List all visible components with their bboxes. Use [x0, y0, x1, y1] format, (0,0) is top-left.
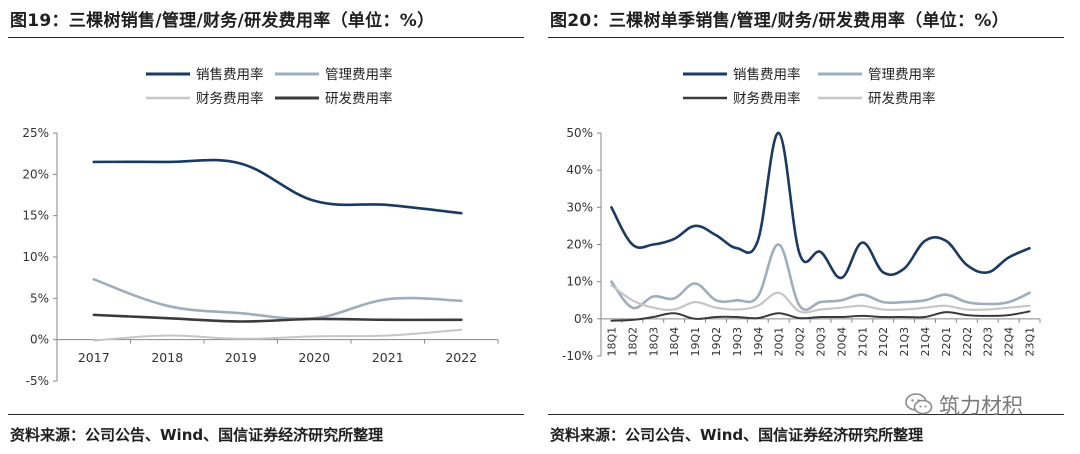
figure-title: 图20：三棵树单季销售/管理/财务/研发费用率（单位：%） — [550, 11, 1010, 31]
x-tick-label: 18Q2 — [626, 327, 639, 357]
x-tick-label: 22Q4 — [1003, 327, 1016, 357]
series-line — [610, 284, 1031, 314]
y-tick-label: 10% — [22, 250, 49, 264]
watermark: 筑力材积 — [905, 388, 1055, 422]
left-figure-panel: 图19：三棵树销售/管理/财务/研发费用率（单位：%） -5% 0% 5% 10% 15… — [8, 11, 524, 444]
watermark-text: 筑力材积 — [939, 394, 1023, 418]
x-tick-label: 18Q3 — [647, 327, 660, 357]
y-tick-label: 20% — [22, 167, 49, 181]
x-tick-label: 18Q4 — [668, 327, 681, 357]
x-tick-label: 19Q4 — [752, 327, 765, 357]
legend-label: 管理费用率 — [325, 66, 393, 83]
x-tick-label: 20Q2 — [794, 327, 807, 357]
series-line — [92, 278, 463, 321]
annual-expense-ratio-chart: -5% 0% 5% 10% 15% 20% 25% 2017 2018 2019 2020 2021 2… — [22, 66, 499, 388]
y-tick-label: 50% — [566, 126, 593, 140]
y-tick-label: 0% — [30, 333, 49, 347]
x-tick-label: 20Q4 — [835, 327, 848, 357]
bottom-rule — [548, 414, 1064, 415]
x-tick-label: 18Q1 — [605, 327, 618, 357]
x-tick-label: 22Q2 — [961, 327, 974, 357]
series-line — [610, 131, 1031, 280]
y-tick-label: 20% — [566, 238, 593, 252]
y-tick-label: 30% — [566, 200, 593, 214]
y-tick-label: 0% — [574, 312, 593, 326]
y-tick-label: -10% — [562, 349, 593, 363]
x-tick-label: 19Q3 — [731, 327, 744, 357]
bottom-rule — [8, 414, 524, 415]
x-tick-label: 22Q3 — [982, 327, 995, 357]
x-tick-label: 21Q4 — [919, 327, 932, 357]
top-rule — [548, 37, 1064, 38]
series-line — [610, 310, 1031, 322]
legend-label: 销售费用率 — [196, 66, 264, 83]
x-tick-label: 2017 — [78, 350, 110, 365]
top-rule — [8, 37, 524, 38]
legend-label: 销售费用率 — [733, 66, 801, 83]
x-tick-label: 22Q1 — [940, 327, 953, 357]
quarterly-expense-ratio-chart: -10% 0% 10% 20% 30% 40% 50% 18Q1 18Q2 18Q3 18Q4 19Q… — [562, 66, 1041, 363]
wechat-icon — [905, 393, 933, 415]
figure-title: 图19：三棵树销售/管理/财务/研发费用率（单位：%） — [10, 11, 435, 31]
legend-label: 研发费用率 — [325, 90, 393, 107]
source-note: 资料来源：公司公告、Wind、国信证券经济研究所整理 — [10, 426, 384, 444]
y-tick-label: 40% — [566, 163, 593, 177]
y-tick-label: -5% — [26, 374, 49, 388]
x-tick-label: 20Q1 — [773, 327, 786, 357]
y-tick-label: 25% — [22, 126, 49, 140]
y-tick-label: 5% — [30, 291, 49, 305]
legend-label: 管理费用率 — [868, 66, 936, 83]
source-note: 资料来源：公司公告、Wind、国信证券经济研究所整理 — [550, 426, 924, 444]
x-tick-label: 19Q2 — [710, 327, 723, 357]
x-tick-label: 21Q2 — [877, 327, 890, 357]
x-tick-label: 19Q1 — [689, 327, 702, 357]
x-tick-label: 23Q1 — [1024, 327, 1037, 357]
right-figure-panel: 图20：三棵树单季销售/管理/财务/研发费用率（单位：%） -10% 0% 10% 2… — [540, 0, 1080, 454]
series-line — [610, 243, 1031, 312]
series-line — [92, 313, 463, 323]
legend-label: 财务费用率 — [733, 90, 801, 107]
x-tick-label: 21Q3 — [898, 327, 911, 357]
x-tick-label: 21Q1 — [856, 327, 869, 357]
x-tick-label: 2021 — [372, 350, 404, 365]
y-tick-label: 15% — [22, 209, 49, 223]
series-line — [92, 328, 463, 342]
legend-label: 财务费用率 — [196, 90, 264, 107]
x-tick-label: 2018 — [151, 350, 183, 365]
legend-label: 研发费用率 — [868, 90, 936, 107]
series-line — [92, 158, 463, 215]
y-tick-label: 10% — [566, 275, 593, 289]
x-tick-label: 2020 — [298, 350, 330, 365]
x-tick-label: 2019 — [225, 350, 257, 365]
x-tick-label: 2022 — [445, 350, 477, 365]
x-tick-label: 20Q3 — [815, 327, 828, 357]
